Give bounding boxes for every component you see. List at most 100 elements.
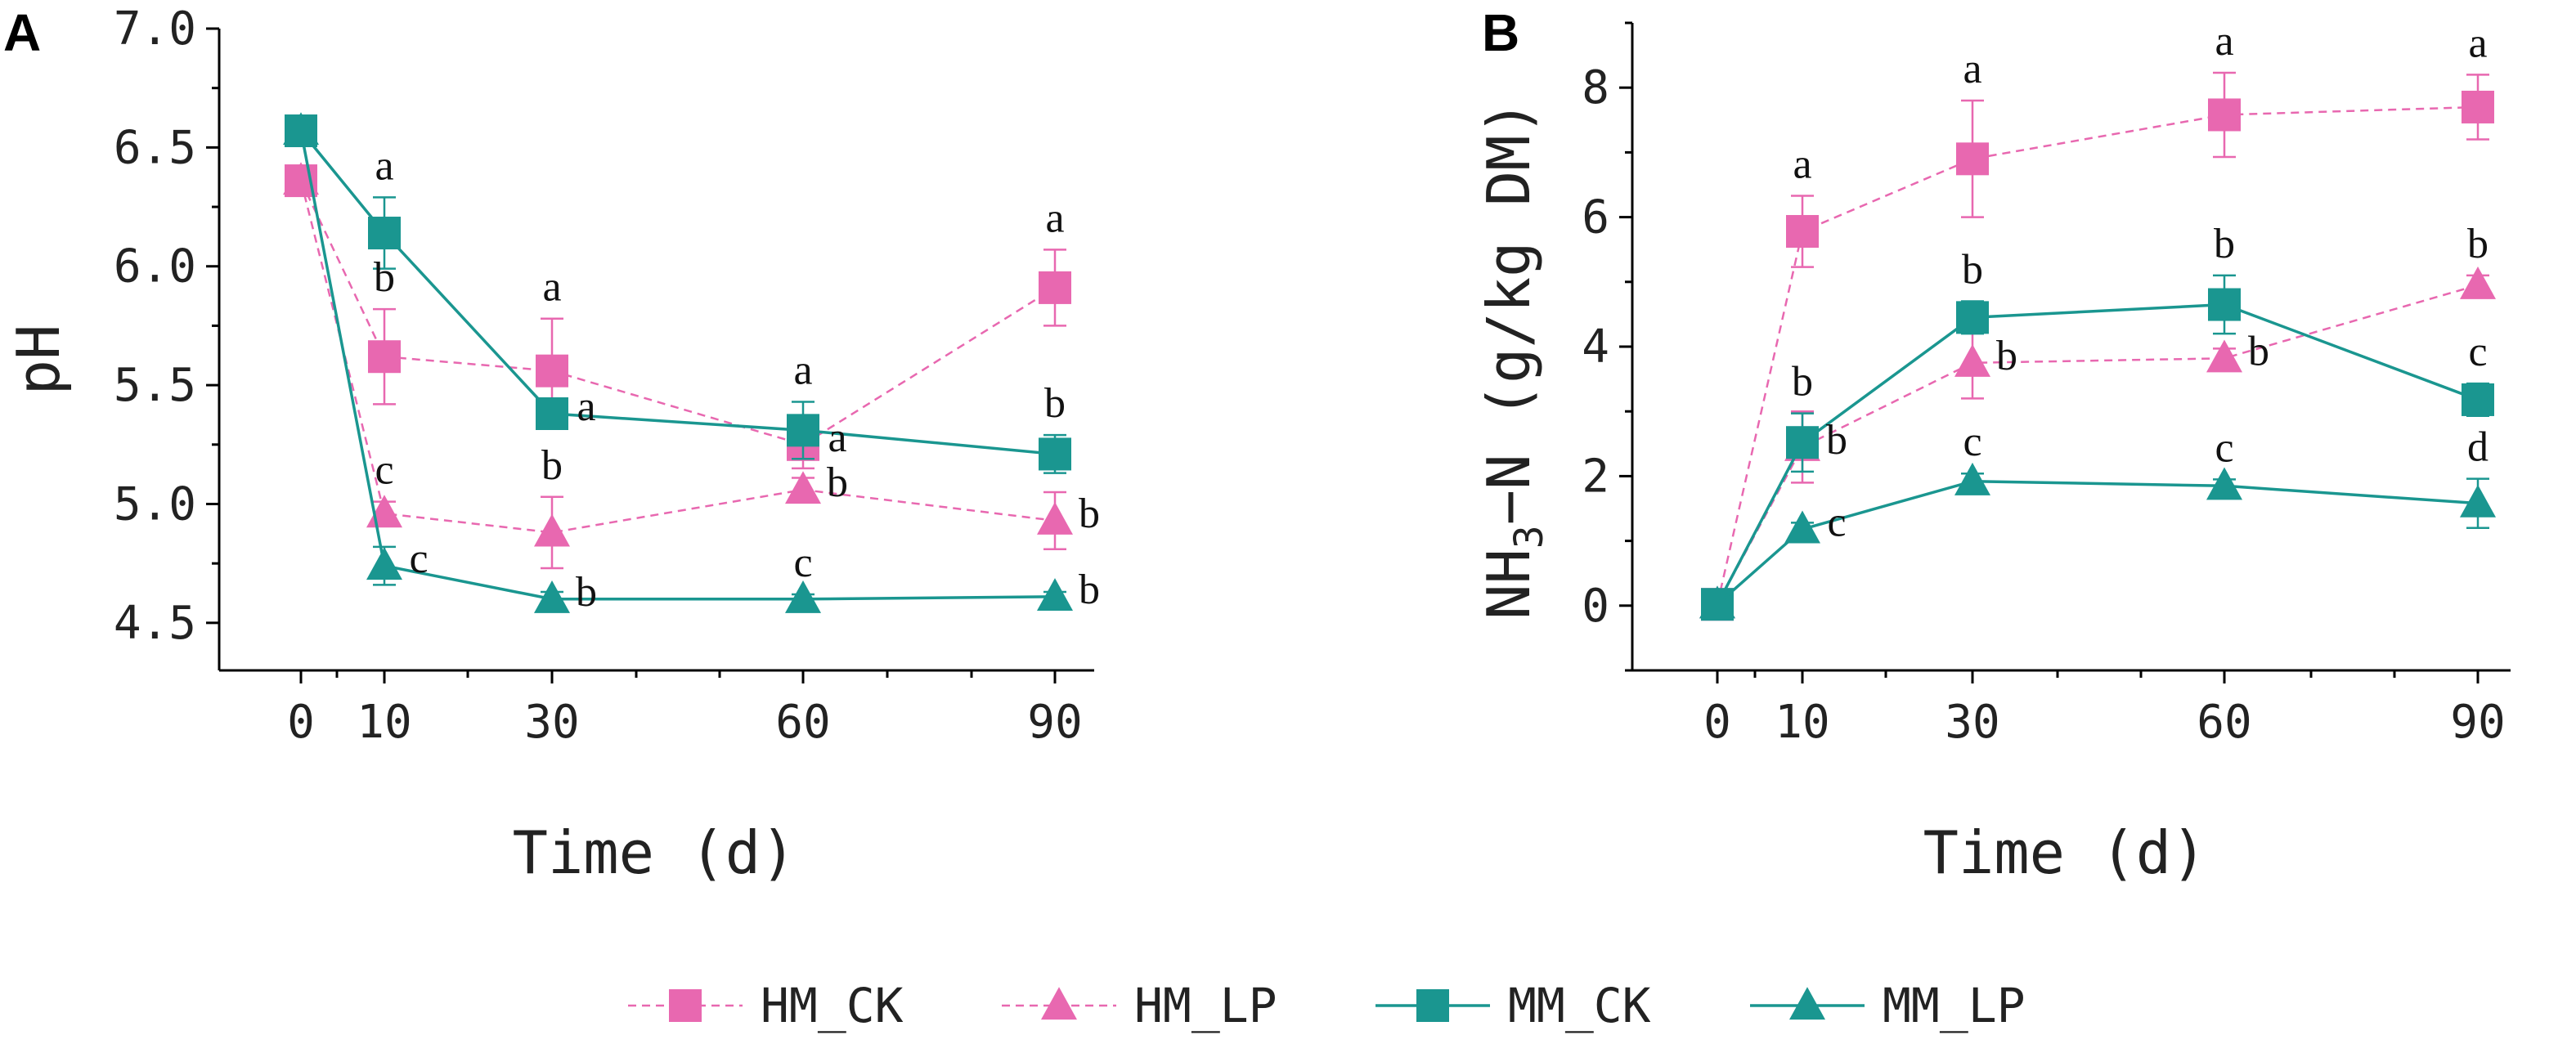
data-point [536, 354, 568, 388]
x-axis-title: Time (d) [1923, 818, 2207, 887]
y-tick-label: 6 [1582, 191, 1609, 244]
legend-label: MM_CK [1508, 978, 1651, 1033]
y-axis-title: pH [4, 325, 73, 396]
legend-label: HM_CK [761, 978, 904, 1033]
data-point [2208, 288, 2241, 321]
significance-label: a [577, 383, 595, 430]
significance-label: b [1996, 333, 2017, 379]
series-mm-ck [1701, 274, 2494, 621]
data-point [2462, 383, 2494, 416]
data-point [1954, 344, 1990, 377]
y-tick-label: 2 [1582, 450, 1609, 503]
legend: HM_CK HM_LP MM_CK MM_LP [628, 978, 2026, 1033]
significance-label: a [828, 414, 846, 461]
legend-item-hm-lp: HM_LP [1002, 978, 1277, 1033]
x-tick-label: 30 [1945, 696, 1999, 749]
data-point [283, 162, 319, 195]
significance-label: b [541, 442, 563, 489]
significance-label: a [2215, 18, 2233, 65]
y-tick-label: 6.0 [114, 240, 196, 293]
data-point [1039, 271, 1071, 304]
significance-label: b [827, 459, 848, 506]
data-point [534, 513, 570, 547]
significance-label: d [2467, 424, 2488, 471]
data-point [1956, 142, 1989, 176]
significance-label: b [576, 569, 597, 616]
y-tick-label: 8 [1582, 61, 1609, 114]
significance-label: c [1827, 499, 1846, 545]
y-tick-label: 4.5 [114, 597, 196, 650]
legend-marker [1416, 989, 1449, 1022]
data-point [368, 340, 401, 374]
series-line [299, 129, 1056, 456]
data-point [2206, 339, 2242, 373]
data-point [785, 580, 821, 613]
series-line [299, 180, 1056, 446]
series-hm-lp [283, 162, 1073, 570]
data-point [2206, 467, 2242, 500]
y-tick-label: 4 [1582, 320, 1609, 374]
x-tick-label: 60 [2197, 696, 2251, 749]
x-tick-label: 0 [1703, 696, 1731, 749]
data-point [2462, 90, 2494, 123]
legend-label: HM_LP [1134, 978, 1277, 1033]
legend-marker [1041, 987, 1077, 1020]
x-tick-label: 90 [2450, 696, 2505, 749]
y-tick-label: 7.0 [114, 2, 196, 56]
panel-letter: A [3, 3, 41, 62]
x-tick-label: 10 [1775, 696, 1829, 749]
series-mm-lp [283, 112, 1073, 613]
data-point [1039, 437, 1071, 471]
significance-label: c [409, 535, 428, 582]
data-point [1037, 578, 1073, 611]
significance-label: b [1079, 491, 1100, 537]
x-tick-label: 90 [1027, 696, 1082, 749]
y-axis-title: NH3−N (g/kg DM) [1474, 100, 1552, 620]
significance-label: a [1045, 195, 1064, 241]
x-tick-label: 60 [775, 696, 830, 749]
y-title-subscript: 3 [1506, 525, 1552, 549]
series-line [1716, 105, 2479, 605]
series-hm-ck [1701, 71, 2494, 621]
series-hm-lp [1699, 266, 2496, 619]
x-tick-label: 30 [524, 696, 579, 749]
data-point [1699, 585, 1735, 619]
legend-marker [669, 989, 702, 1022]
significance-label: b [1079, 567, 1100, 613]
y-title-part: −N (g/kg DM) [1474, 100, 1543, 525]
significance-label: b [1044, 380, 1066, 427]
significance-label: b [1792, 359, 1813, 406]
significance-label: c [793, 540, 812, 586]
legend-marker [1789, 987, 1825, 1020]
significance-label: b [1826, 417, 1847, 464]
data-point [2208, 98, 2241, 132]
data-point [1956, 301, 1989, 334]
significance-label: b [374, 254, 395, 301]
significance-label: b [2467, 221, 2488, 267]
data-point [2460, 484, 2496, 518]
panel-b-chart: B 0 2 4 6 8 0 10 30 60 90 Time (d) NH3−N (g/kg DM) a a… [1474, 3, 2511, 887]
data-point [283, 112, 319, 146]
x-tick-label: 10 [357, 696, 411, 749]
significance-label: c [375, 447, 393, 494]
y-tick-label: 0 [1582, 580, 1609, 633]
significance-label: c [2215, 424, 2233, 471]
data-point [368, 217, 401, 250]
data-point [1784, 510, 1820, 544]
significance-label: a [793, 347, 812, 393]
x-tick-label: 0 [287, 696, 315, 749]
significance-label: b [1962, 247, 1983, 293]
data-point [1786, 215, 1819, 249]
data-point [1786, 426, 1819, 459]
data-point [787, 414, 819, 447]
significance-label: b [2248, 328, 2269, 374]
data-point [785, 471, 821, 504]
legend-label: MM_LP [1883, 978, 2026, 1033]
significance-label: b [2214, 221, 2235, 267]
data-point [1954, 462, 1990, 495]
data-point [534, 580, 570, 613]
legend-item-mm-ck: MM_CK [1376, 978, 1651, 1033]
data-point [1037, 502, 1073, 535]
